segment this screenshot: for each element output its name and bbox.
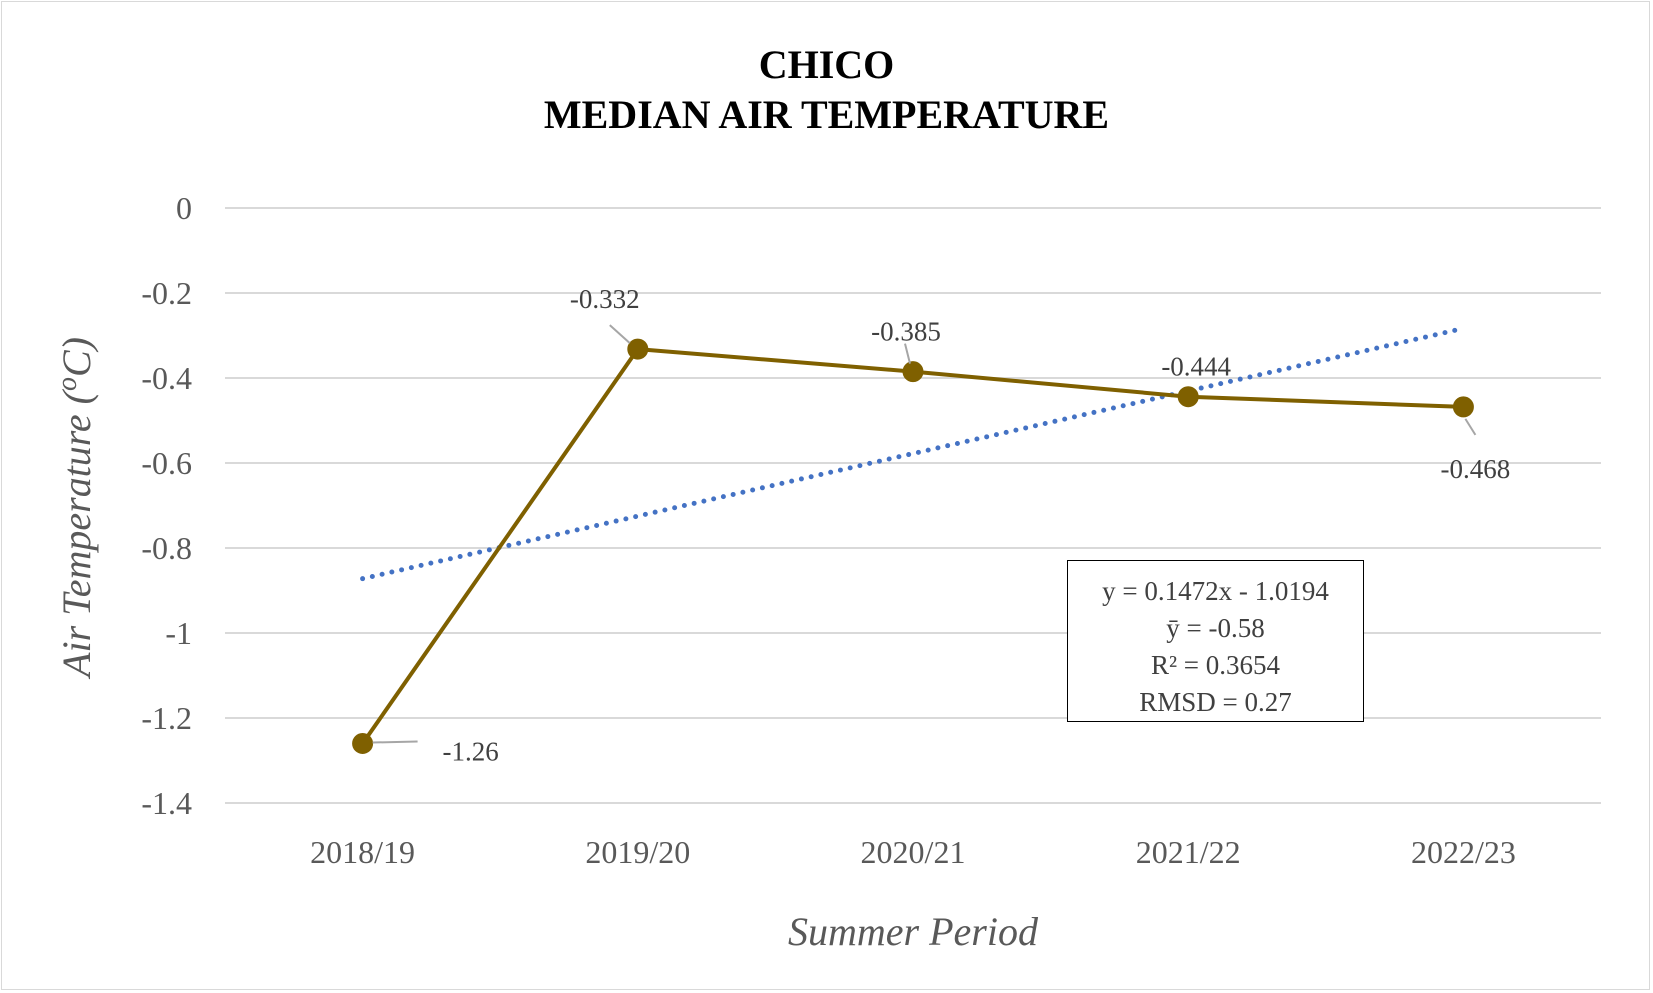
data-point	[1177, 386, 1199, 408]
data-point	[902, 361, 924, 383]
y-tick-label: -0.4	[141, 360, 192, 396]
mean-value: ȳ = -0.58	[1166, 613, 1265, 643]
y-axis-title: Air Temperature (oC)	[52, 337, 99, 680]
data-label: -0.385	[871, 317, 941, 347]
gridlines	[225, 207, 1601, 804]
data-label-leader	[904, 343, 911, 364]
data-point	[352, 733, 374, 754]
y-axis-tick-labels: 0 -0.2 -0.4 -0.6 -0.8 -1 -1.2 -1.4	[141, 190, 192, 821]
data-label-leader	[609, 324, 631, 344]
series-layer	[352, 338, 1474, 754]
x-tick-label: 2019/20	[585, 834, 690, 870]
regression-stats-box: y = 0.1472x - 1.0194 ȳ = -0.58 R² = 0.36…	[1067, 560, 1364, 722]
data-label: -0.332	[570, 284, 640, 314]
x-axis-title: Summer Period	[788, 909, 1039, 954]
x-tick-label: 2018/19	[310, 834, 415, 870]
x-tick-label: 2022/23	[1411, 834, 1516, 870]
y-tick-label: -0.6	[141, 445, 192, 481]
data-labels: -1.26 -0.332 -0.385 -0.444 -0.468	[442, 284, 1510, 766]
data-point	[627, 338, 649, 360]
chart-title-line-1: CHICO	[758, 42, 895, 87]
data-label-leader	[1464, 418, 1477, 436]
rmsd: RMSD = 0.27	[1139, 687, 1292, 717]
trendline	[360, 325, 1466, 582]
chart-title: CHICO MEDIAN AIR TEMPERATURE	[0, 40, 1653, 140]
regression-equation: y = 0.1472x - 1.0194	[1102, 576, 1329, 606]
y-tick-label: -0.2	[141, 275, 192, 311]
data-label: -0.444	[1161, 352, 1231, 382]
y-tick-label: -1	[165, 615, 192, 651]
data-label: -1.26	[442, 737, 498, 767]
x-tick-label: 2020/21	[861, 834, 966, 870]
y-tick-label: -1.2	[141, 700, 192, 736]
chart-title-line-2: MEDIAN AIR TEMPERATURE	[543, 92, 1110, 137]
y-tick-label: -0.8	[141, 530, 192, 566]
y-tick-label: 0	[176, 190, 192, 226]
y-tick-label: -1.4	[141, 785, 192, 821]
data-point	[1452, 396, 1474, 418]
data-label-leader	[372, 740, 418, 744]
r-squared: R² = 0.3654	[1150, 650, 1281, 680]
trendline-layer	[360, 325, 1466, 582]
data-label: -0.468	[1441, 454, 1511, 484]
x-axis-tick-labels: 2018/19 2019/20 2020/21 2021/22 2022/23	[310, 834, 1516, 870]
x-tick-label: 2021/22	[1136, 834, 1241, 870]
data-label-leaders	[372, 324, 1477, 744]
